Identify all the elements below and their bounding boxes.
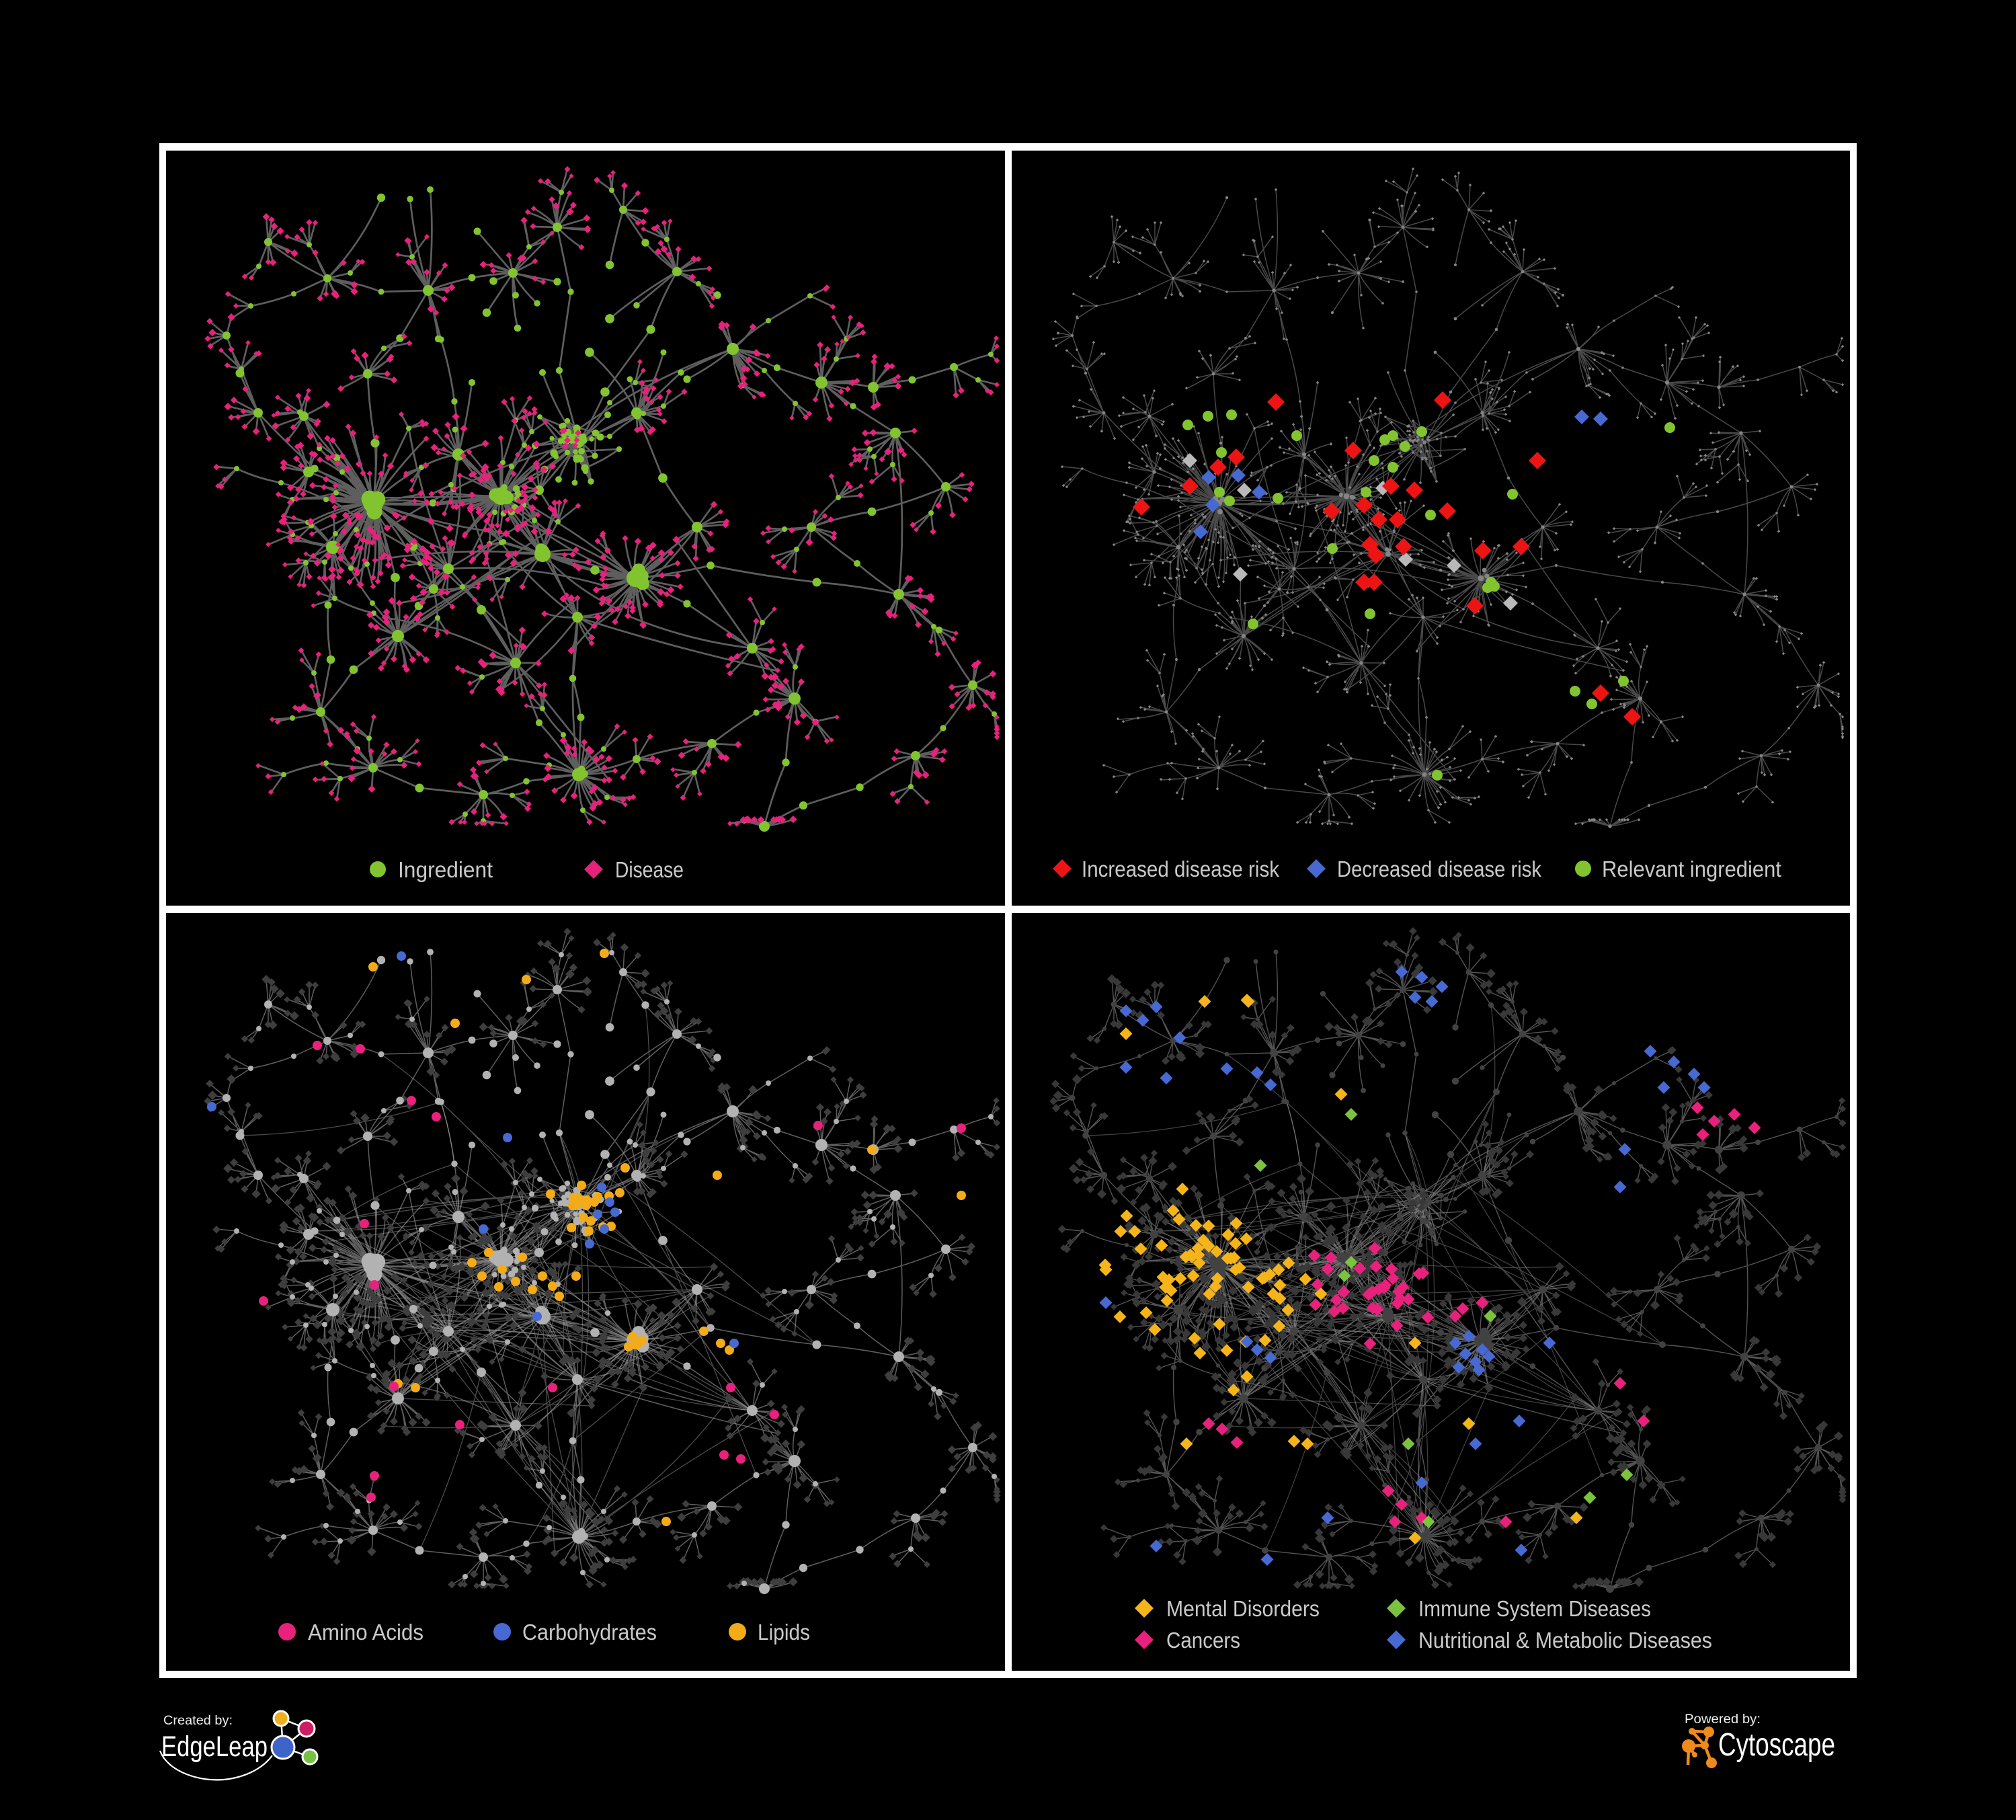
svg-text:Cytoscape: Cytoscape [1718,1727,1835,1763]
svg-text:Created by:: Created by: [163,1714,233,1728]
svg-text:Carbohydrates: Carbohydrates [522,1620,657,1645]
svg-text:Relevant ingredient: Relevant ingredient [1602,857,1781,881]
svg-text:Decreased disease risk: Decreased disease risk [1337,857,1541,881]
svg-text:Immune System Diseases: Immune System Diseases [1418,1596,1651,1621]
svg-text:Lipids: Lipids [758,1620,810,1645]
svg-text:Amino Acids: Amino Acids [308,1620,424,1645]
svg-text:Increased disease risk: Increased disease risk [1082,857,1279,881]
svg-text:Cancers: Cancers [1166,1628,1240,1653]
svg-text:Disease: Disease [615,857,684,882]
svg-text:EdgeLeap: EdgeLeap [161,1731,268,1763]
svg-text:Powered by:: Powered by: [1685,1712,1761,1727]
svg-text:Mental Disorders: Mental Disorders [1166,1596,1320,1621]
svg-text:Nutritional & Metabolic Diseas: Nutritional & Metabolic Diseases [1418,1628,1712,1653]
svg-text:Ingredient: Ingredient [398,857,493,882]
